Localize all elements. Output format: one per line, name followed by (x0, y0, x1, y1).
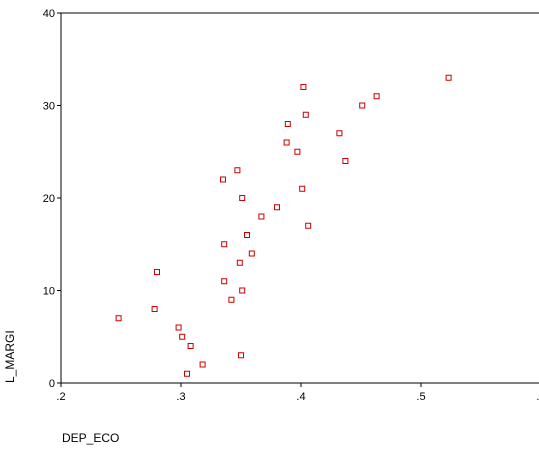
data-point (115, 315, 122, 322)
data-point (299, 185, 306, 192)
x-tick-label: .5 (416, 391, 425, 403)
data-point (300, 84, 307, 90)
data-point (284, 121, 291, 127)
y-axis-title: L_MARGI (3, 330, 17, 383)
y-tick-label: 40 (43, 8, 55, 20)
data-point (248, 250, 255, 257)
data-point (234, 167, 241, 174)
data-point (187, 343, 194, 349)
data-point (221, 278, 228, 285)
data-point (175, 324, 182, 331)
x-axis-title: DEP_ECO (62, 431, 119, 445)
data-point (283, 139, 290, 146)
y-ticks: 0 10 20 30 40 (43, 8, 61, 390)
data-point (220, 176, 226, 183)
data-point (342, 158, 349, 164)
data-point (373, 93, 380, 100)
data-point (184, 370, 190, 377)
y-tick-label: 20 (43, 193, 55, 205)
data-point (221, 241, 228, 248)
x-tick-label: .4 (296, 391, 305, 403)
data-point (228, 296, 235, 303)
y-tick-label: 30 (43, 101, 55, 113)
data-point (359, 102, 366, 109)
data-point (239, 287, 246, 294)
data-point (302, 111, 309, 118)
data-point (274, 204, 280, 211)
data-points (115, 74, 452, 377)
x-ticks: .2 .3 .4 .5 .6 (56, 383, 539, 403)
data-point (199, 361, 206, 368)
data-point (258, 213, 265, 220)
data-point (239, 195, 246, 201)
data-point (151, 306, 158, 312)
data-point (154, 269, 160, 275)
data-point (305, 222, 312, 229)
data-point (236, 259, 243, 266)
x-tick-label: .2 (56, 391, 65, 403)
plot-area (60, 12, 539, 384)
data-point (294, 148, 301, 155)
data-point (336, 130, 343, 137)
x-tick-label: .6 (536, 391, 539, 403)
y-tick-label: 10 (43, 286, 55, 298)
data-point (244, 232, 250, 238)
data-point (179, 333, 186, 340)
y-tick-label: 0 (49, 378, 55, 390)
data-point (238, 352, 244, 359)
x-tick-label: .3 (176, 391, 185, 403)
data-point (445, 74, 452, 81)
